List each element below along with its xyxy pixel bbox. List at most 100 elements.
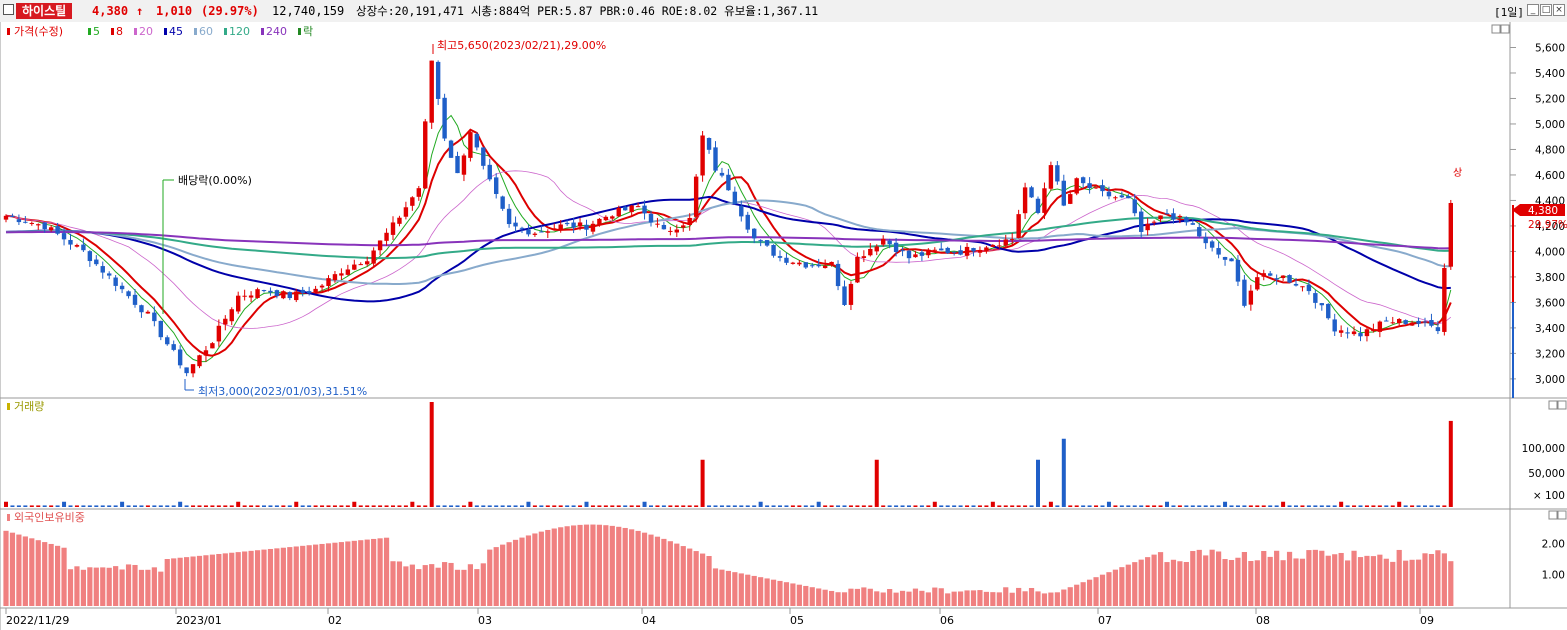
candle-body xyxy=(1229,258,1234,262)
candle-body xyxy=(771,244,776,256)
volume-bar xyxy=(803,505,808,507)
candle-body xyxy=(197,355,202,367)
foreign-bar xyxy=(1022,591,1028,606)
foreign-bar xyxy=(1035,591,1041,606)
volume-bar xyxy=(100,505,105,507)
volume-bar xyxy=(655,505,660,507)
candle-body xyxy=(165,337,170,345)
foreign-bar xyxy=(1293,558,1299,606)
foreign-bar xyxy=(641,532,648,606)
volume-bar xyxy=(165,505,170,507)
volume-bar xyxy=(171,505,176,507)
candle-body xyxy=(487,164,492,180)
volume-bar xyxy=(345,505,350,507)
foreign-axis-label: 2.00 xyxy=(1542,538,1565,550)
candle-body xyxy=(1171,213,1176,220)
foreign-bar xyxy=(512,539,519,606)
volume-bar xyxy=(623,505,628,507)
candle-body xyxy=(893,242,899,252)
legend-item-5: 120 xyxy=(229,25,250,38)
candle-body xyxy=(1177,215,1183,218)
candle-body xyxy=(887,240,892,245)
foreign-bar xyxy=(764,578,770,606)
volume-bar xyxy=(532,505,537,507)
candle-body xyxy=(552,228,557,230)
candle-body xyxy=(1416,320,1421,324)
candle-body xyxy=(468,132,473,158)
minimize-icon[interactable]: _ xyxy=(1527,4,1539,16)
foreign-bar xyxy=(1145,557,1151,606)
volume-bar xyxy=(745,505,750,507)
foreign-bar xyxy=(822,589,828,606)
candle-body xyxy=(10,215,15,217)
foreign-bar xyxy=(1280,560,1286,606)
candle-body xyxy=(713,147,718,171)
select-checkbox[interactable] xyxy=(3,4,14,15)
volume-bar xyxy=(597,505,602,507)
candle-body xyxy=(184,367,189,374)
candle-body xyxy=(1235,259,1241,282)
candle-body xyxy=(81,244,86,251)
foreign-bar xyxy=(1164,562,1170,606)
volume-bar xyxy=(881,505,886,507)
foreign-bar xyxy=(906,591,912,606)
candle-body xyxy=(1197,227,1202,237)
foreign-bar xyxy=(1087,579,1093,606)
price-axis-label: 5,400 xyxy=(1535,68,1565,80)
volume-bar xyxy=(1235,505,1240,507)
foreign-bar xyxy=(596,524,602,606)
current-price: 4,380 xyxy=(92,4,129,18)
volume-bar xyxy=(810,505,815,507)
foreign-bar xyxy=(1319,550,1325,606)
volume-bar xyxy=(1216,505,1221,507)
candle-body xyxy=(513,222,518,227)
foreign-bar xyxy=(919,590,925,606)
foreign-bar xyxy=(635,530,641,606)
stock-name[interactable]: 하이스틸 xyxy=(16,3,73,19)
foreign-legend: 외국인보유비중 xyxy=(7,511,85,524)
foreign-bar xyxy=(803,585,809,606)
volume-bar xyxy=(1332,505,1337,507)
price-axis-label: 4,600 xyxy=(1535,170,1565,182)
price-axis-label: 3,400 xyxy=(1535,323,1565,335)
foreign-bar xyxy=(983,591,989,606)
candle-body xyxy=(190,364,196,374)
foreign-bar xyxy=(1119,567,1125,606)
volume-axis-label: 50,000 xyxy=(1528,468,1565,480)
volume-bar xyxy=(358,505,363,507)
candle-body xyxy=(822,265,828,269)
volume-bar xyxy=(429,402,434,507)
candle-body xyxy=(693,176,699,217)
foreign-bar xyxy=(1396,549,1402,606)
candle-body xyxy=(145,311,151,314)
foreign-axis-label: 1.00 xyxy=(1542,570,1565,582)
ma-5-line xyxy=(5,114,1452,363)
foreign-bar xyxy=(293,546,299,606)
volume-bar xyxy=(687,505,692,507)
volume-bar xyxy=(739,505,744,507)
volume-axis-label: 100,000 xyxy=(1522,443,1565,455)
foreign-bar xyxy=(874,591,880,606)
current-pct-label: 29.97% xyxy=(1528,219,1567,231)
restore-icon[interactable]: □ xyxy=(1540,4,1552,16)
candle-body xyxy=(1139,211,1144,232)
candle-body xyxy=(42,222,47,230)
volume-bar xyxy=(932,501,937,507)
candle-body xyxy=(506,208,512,225)
volume-bar xyxy=(378,505,383,507)
ma-120-line xyxy=(5,216,1451,260)
volume-bar xyxy=(868,505,873,507)
panel-buttons[interactable] xyxy=(1491,24,1567,520)
foreign-bar xyxy=(1067,587,1073,606)
volume-bar xyxy=(610,505,615,507)
volume-bar xyxy=(894,505,899,507)
candle-body xyxy=(777,256,783,258)
volume-bar xyxy=(681,505,686,507)
foreign-bar xyxy=(1003,587,1009,606)
candle-body xyxy=(74,245,80,247)
period-selector[interactable]: [1일] xyxy=(1494,6,1524,19)
volume-bar xyxy=(49,505,54,507)
volume-bar xyxy=(1184,505,1189,507)
candle-body xyxy=(700,135,705,176)
close-icon[interactable]: × xyxy=(1553,4,1565,16)
